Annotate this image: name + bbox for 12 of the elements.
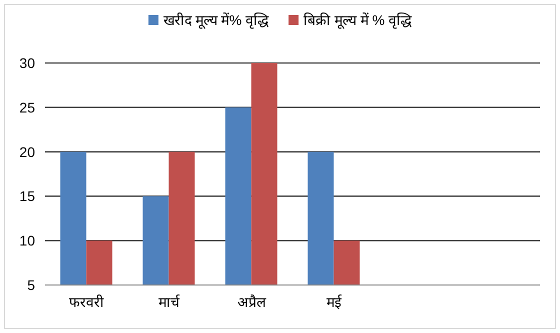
- x-tick-label: अप्रैल: [237, 294, 266, 310]
- x-tick-label: फरवरी: [68, 294, 104, 310]
- x-tick-label: मार्च: [158, 294, 180, 310]
- y-tick-label: 15: [19, 188, 36, 204]
- y-tick-label: 5: [27, 277, 36, 293]
- legend-label: खरीद मूल्य में% वृद्धि: [163, 12, 270, 29]
- legend-label: बिक्री मूल्य में % वृद्धि: [304, 12, 413, 29]
- y-tick-label: 25: [19, 99, 36, 116]
- x-tick-label: मई: [326, 294, 342, 310]
- y-tick-label: 30: [19, 55, 36, 71]
- y-tick-label: 20: [19, 144, 36, 160]
- y-tick-label: 10: [19, 232, 36, 249]
